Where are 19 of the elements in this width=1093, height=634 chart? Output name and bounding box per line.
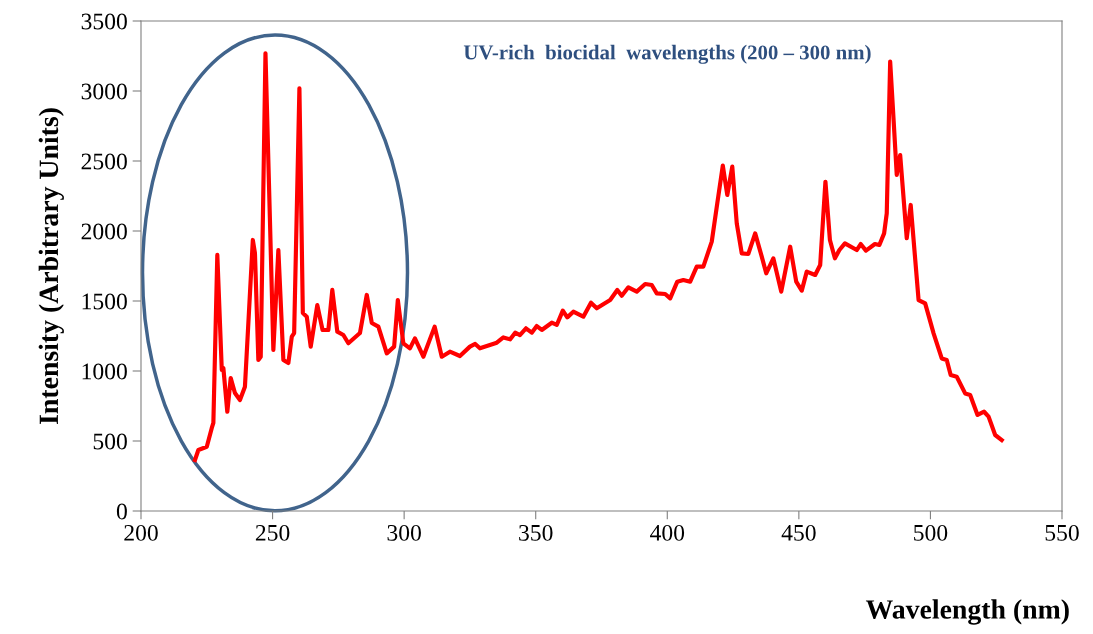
x-tick-label: 550 (1045, 524, 1079, 541)
x-tick-label: 200 (124, 524, 158, 541)
x-tick-label: 400 (650, 524, 685, 541)
x-tick-label: 450 (781, 524, 816, 541)
x-tick-label: 500 (914, 524, 948, 541)
x-tick-label: 300 (387, 524, 421, 541)
x-tick-label: 250 (255, 524, 290, 541)
x-tick-label: 350 (519, 524, 553, 541)
y-tick-label: 2500 (81, 153, 127, 170)
x-axis-title: Wavelength (nm) (865, 599, 1069, 625)
annotation: UV-rich biocidal wavelengths (200 – 300 nm) (463, 44, 871, 64)
y-tick-label: 1000 (82, 363, 127, 380)
y-tick-label: 1500 (82, 293, 127, 310)
y-tick-label: 2000 (81, 223, 127, 240)
y-tick-label: 3000 (81, 83, 127, 100)
y-tick-label: 0 (116, 503, 127, 520)
y-tick-label: 3500 (81, 13, 127, 30)
y-axis-title: Intensity (Arbitrary Units) (38, 108, 64, 424)
y-tick-label: 500 (93, 433, 127, 450)
